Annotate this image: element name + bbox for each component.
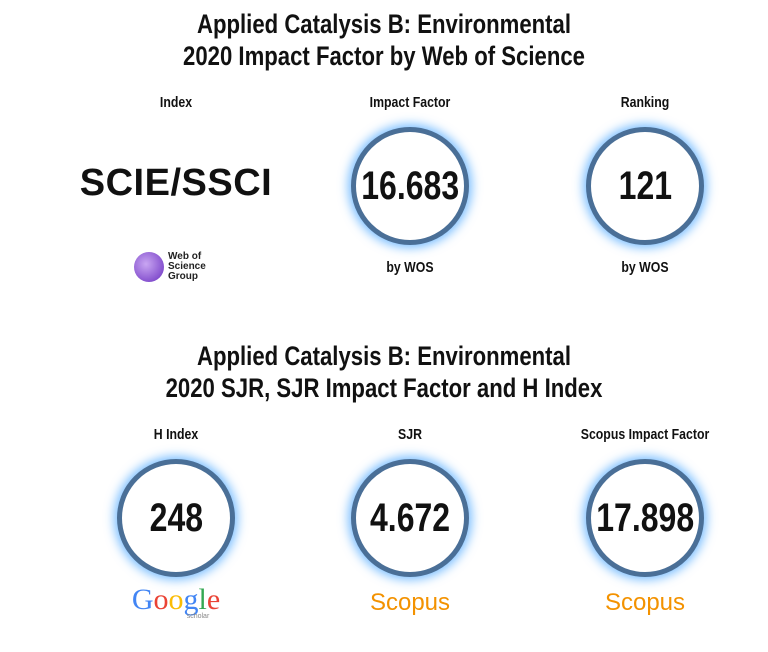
metric-label: Scopus Impact Factor [580, 426, 710, 443]
metric-source: by WOS [386, 259, 434, 276]
google-logo: Google [131, 583, 221, 616]
metric-label: H Index [153, 426, 199, 443]
title-line: Applied Catalysis B: Environmental [196, 9, 571, 39]
metric-source: by WOS [621, 259, 669, 276]
metric-label: SJR [398, 426, 422, 443]
metric-value: 248 [149, 495, 203, 540]
metric-value: 121 [618, 163, 672, 208]
wos-text: Web of Science Group [168, 252, 206, 282]
metric-circle: 121 [586, 127, 704, 245]
metric-value: SCIE/SSCI [79, 162, 273, 204]
wos-orb [134, 252, 164, 282]
title-line: 2020 Impact Factor by Web of Science [183, 41, 585, 71]
metric-label: Ranking [620, 94, 670, 111]
logo-text: Web of [168, 251, 202, 262]
metric-value: 4.672 [369, 495, 451, 540]
scopus-logo: Scopus [369, 589, 451, 616]
logo-text: Science [168, 261, 206, 272]
title-line: 2020 SJR, SJR Impact Factor and H Index [165, 373, 603, 403]
metric-label: Impact Factor [369, 94, 451, 111]
metric-label: Index [159, 94, 193, 111]
section-title: Applied Catalysis B: Environmental 2020 I… [0, 8, 768, 72]
logo-text: Group [168, 271, 198, 282]
title-line: Applied Catalysis B: Environmental [196, 341, 571, 371]
metric-value: 16.683 [361, 163, 459, 208]
metric-circle: 4.672 [351, 459, 469, 577]
metric-circle: 248 [117, 459, 235, 577]
metric-circle: 16.683 [351, 127, 469, 245]
section-title: Applied Catalysis B: Environmental 2020 S… [0, 340, 768, 404]
metric-circle: 17.898 [586, 459, 704, 577]
metric-value: 17.898 [596, 495, 694, 540]
wos-logo: Web of Science Group [134, 252, 206, 282]
scholar-text: scholar [186, 613, 210, 620]
scopus-logo: Scopus [604, 589, 686, 616]
